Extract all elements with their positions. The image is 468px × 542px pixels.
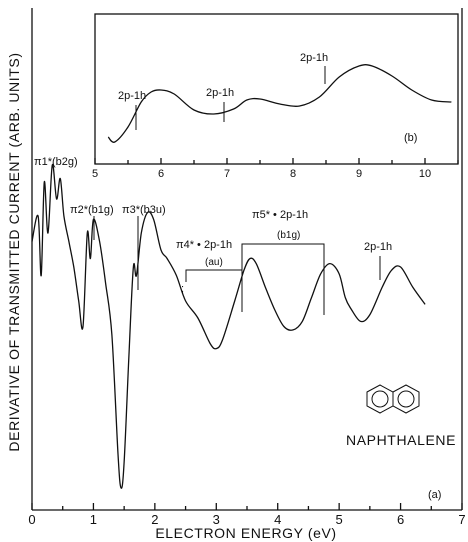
main-x-tick-label: 2: [151, 512, 158, 527]
y-axis-label: DERIVATIVE OF TRANSMITTED CURRENT (ARB. …: [6, 52, 22, 451]
annotation-semicolon: ;: [181, 283, 184, 295]
inset-x-tick-label: 8: [290, 168, 296, 180]
inset-annotation-1: 2p-1h: [118, 90, 146, 102]
main-x-tick-label: 3: [213, 512, 220, 527]
annotation-au: (au): [205, 257, 223, 268]
main-x-tick-label: 5: [336, 512, 343, 527]
main-x-tick-label: 0: [28, 512, 35, 527]
bracket-b1g: [241, 243, 325, 315]
inset-x-tick-label: 7: [224, 168, 230, 180]
inset-panel-label: (b): [404, 132, 417, 144]
annotation-pi4: π4* • 2p-1h: [176, 239, 232, 251]
molecule-label: NAPHTHALENE: [346, 432, 456, 448]
annotation-b1g: (b1g): [277, 230, 300, 241]
main-x-tick-label: 6: [397, 512, 404, 527]
inset-x-tick-label: 5: [92, 168, 98, 180]
annotation-pi3: π3*(b3u): [122, 204, 166, 216]
annotation-2p1h-main: 2p-1h: [364, 241, 392, 253]
inset-x-tick-label: 9: [356, 168, 362, 180]
annotation-pi1: π1*(b2g): [34, 156, 78, 168]
main-x-tick-label: 7: [458, 512, 465, 527]
main-x-ticks: [31, 503, 463, 510]
inset-x-tick-labels: 5 6 7 8 9 10: [92, 168, 431, 180]
main-series-line: [31, 164, 426, 489]
inset-x-tick-label: 6: [158, 168, 164, 180]
main-x-tick-label: 1: [90, 512, 97, 527]
inset-annotation-2: 2p-1h: [206, 87, 234, 99]
x-axis-label: ELECTRON ENERGY (eV): [155, 525, 336, 541]
main-x-tick-label: 4: [274, 512, 281, 527]
inset-x-ticks: [94, 158, 459, 164]
inset-frame: [94, 13, 459, 165]
naphthalene-structure-icon: [366, 384, 420, 414]
main-panel-label: (a): [428, 489, 441, 501]
inset-series-line: [107, 64, 452, 143]
annotation-pi2: π2*(b1g): [70, 204, 114, 216]
inset-annotation-3: 2p-1h: [300, 52, 328, 64]
inset-x-tick-label: 10: [419, 168, 431, 180]
main-x-tick-labels: 0 1 2 3 4 5 6 7: [28, 512, 465, 527]
annotation-pi5: π5* • 2p-1h: [252, 209, 308, 221]
